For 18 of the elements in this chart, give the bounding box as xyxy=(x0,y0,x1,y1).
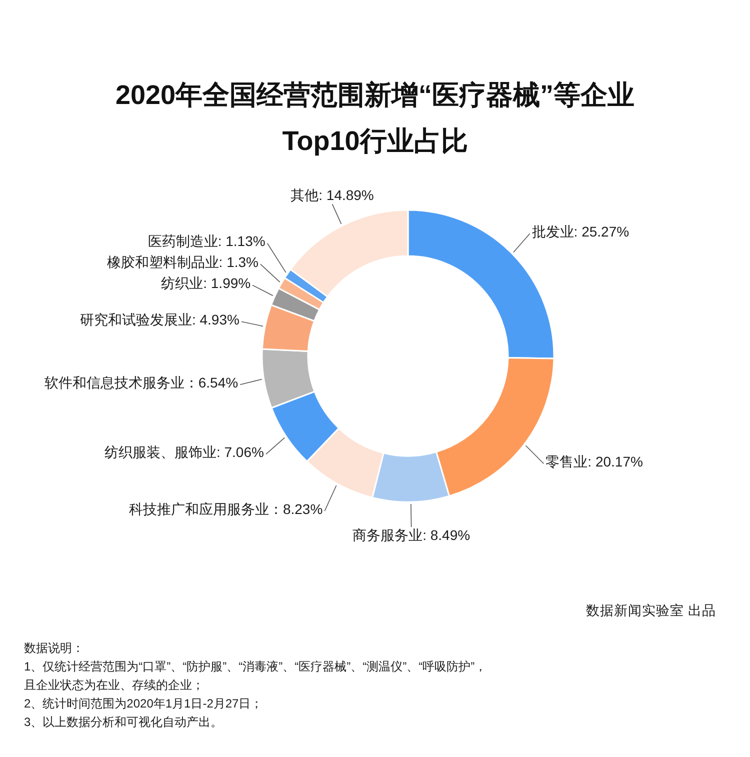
slice-label: 橡胶和塑料制品业: 1.3% xyxy=(106,254,258,270)
slice-label: 研究和试验发展业: 4.93% xyxy=(80,312,240,328)
text: 且企业状态为在业、存续的企业； xyxy=(24,678,204,692)
slice-label: 纺织业: 1.99% xyxy=(161,275,251,292)
slice-label: 软件和信息技术服务业：6.54% xyxy=(44,374,238,391)
slice-label: 商务服务业: 8.49% xyxy=(352,526,470,543)
slice-label: 其他: 14.89% xyxy=(290,187,374,204)
slice-label: 纺织服装、服饰业: 7.06% xyxy=(104,444,264,460)
slice-label: 科技推广和应用服务业：8.23% xyxy=(128,500,323,517)
text: 3、以上数据分析和可视化自动产出。 xyxy=(24,715,223,729)
slice-label: 医药制造业: 1.13% xyxy=(148,233,266,250)
text: 数据说明： xyxy=(24,641,84,655)
text: 数据新闻实验室 出品 xyxy=(586,603,716,618)
slice-label: 零售业: 20.17% xyxy=(546,454,643,470)
slice-label: 批发业: 25.27% xyxy=(532,224,630,240)
chart-title: 2020年全国经营范围新增“医疗器械”等企业 Top10行业占比 xyxy=(115,80,635,156)
text: 2、统计时间范围为2020年1月1日-2月27日； xyxy=(24,696,263,710)
text: 1、仅统计经营范围为“口罩”、“防护服”、“消毒液”、“医疗器械”、“测温仪”、“呼吸防护”， xyxy=(24,660,487,674)
